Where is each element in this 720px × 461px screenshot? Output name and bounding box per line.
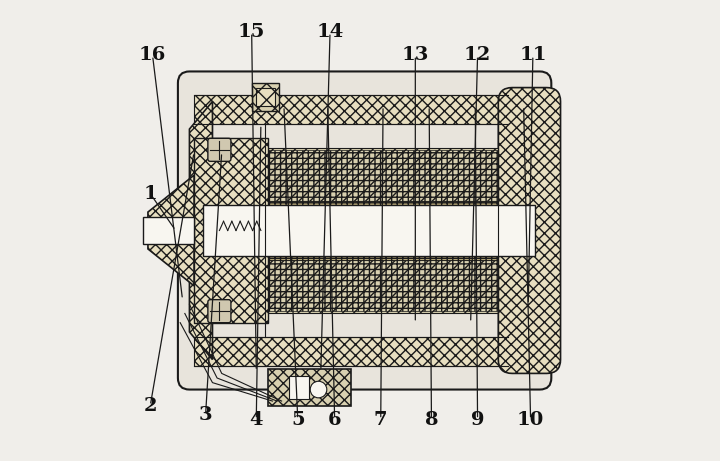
Circle shape	[310, 381, 327, 398]
Text: 15: 15	[238, 23, 266, 41]
Polygon shape	[189, 101, 212, 360]
Text: 16: 16	[139, 46, 166, 65]
Text: 1: 1	[143, 184, 157, 203]
FancyBboxPatch shape	[178, 71, 552, 390]
Bar	[203, 205, 535, 256]
Text: 8: 8	[425, 410, 438, 429]
Bar	[194, 95, 535, 124]
Bar	[268, 148, 498, 201]
Text: 7: 7	[374, 410, 387, 429]
FancyBboxPatch shape	[208, 300, 231, 323]
Text: 12: 12	[464, 46, 491, 65]
Bar	[289, 376, 310, 399]
Text: 2: 2	[143, 396, 157, 415]
Text: 13: 13	[402, 46, 429, 65]
Bar	[268, 201, 498, 210]
Text: 9: 9	[471, 410, 485, 429]
Text: 11: 11	[519, 46, 546, 65]
Text: 6: 6	[328, 410, 341, 429]
Bar	[143, 217, 194, 244]
Bar	[268, 260, 498, 313]
Text: 4: 4	[250, 410, 263, 429]
Text: 3: 3	[199, 406, 212, 424]
Bar	[268, 251, 498, 260]
Bar	[252, 83, 279, 111]
Text: 14: 14	[316, 23, 343, 41]
FancyBboxPatch shape	[208, 138, 231, 161]
Bar	[268, 256, 498, 311]
Bar	[268, 150, 498, 205]
Bar	[268, 369, 351, 406]
Text: 5: 5	[291, 410, 305, 429]
FancyBboxPatch shape	[498, 88, 561, 373]
Bar	[194, 337, 535, 366]
Bar	[256, 88, 275, 106]
Text: 10: 10	[517, 410, 544, 429]
Polygon shape	[194, 138, 268, 323]
Polygon shape	[148, 175, 194, 286]
